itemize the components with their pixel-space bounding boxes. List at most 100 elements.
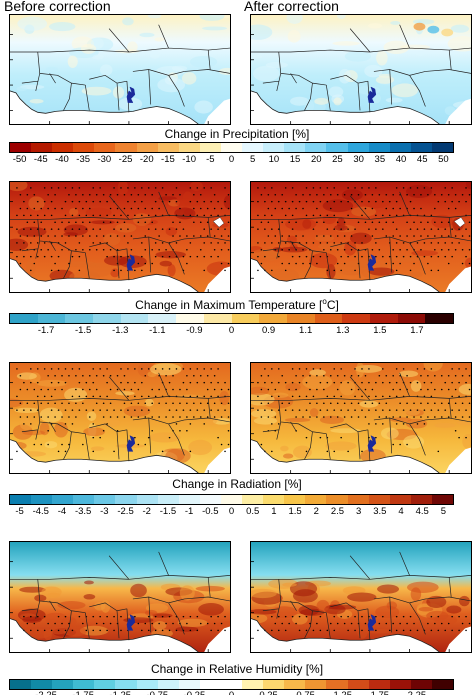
colorbar-swatch bbox=[10, 495, 32, 504]
field-texture bbox=[167, 264, 176, 277]
field-texture bbox=[44, 612, 68, 624]
map-tmax-after bbox=[250, 181, 472, 293]
field-texture bbox=[39, 407, 63, 423]
colorbar-swatch bbox=[431, 680, 453, 689]
field-texture bbox=[292, 613, 308, 625]
field-texture bbox=[92, 54, 104, 60]
colorbar-tick-label: -30 bbox=[97, 154, 112, 165]
colorbar-swatch bbox=[305, 680, 327, 689]
colorbar-tick-label: 0.9 bbox=[261, 325, 276, 336]
field-texture bbox=[341, 189, 363, 201]
field-texture bbox=[112, 86, 125, 99]
colorbar-tick-label: 10 bbox=[268, 154, 280, 165]
field-texture bbox=[272, 392, 289, 398]
colorbar-swatch bbox=[37, 314, 66, 323]
map-graphic bbox=[251, 182, 471, 292]
field-texture bbox=[189, 182, 203, 191]
field-texture bbox=[85, 262, 113, 277]
field-texture bbox=[114, 49, 140, 54]
field-texture bbox=[251, 386, 270, 396]
colorbar-swatch bbox=[31, 143, 53, 152]
colorbar-swatch bbox=[65, 314, 94, 323]
lake-chad bbox=[453, 217, 466, 228]
field-texture bbox=[199, 15, 225, 21]
field-texture bbox=[179, 585, 195, 601]
colorbar-swatch bbox=[368, 680, 390, 689]
lake-volta bbox=[126, 614, 136, 631]
field-texture bbox=[44, 441, 58, 449]
colorbar-tick-label: 1.7 bbox=[410, 325, 424, 336]
colorbar-tick-label: 0.5 bbox=[246, 506, 260, 517]
field-texture bbox=[337, 15, 346, 19]
colorbar-tick-label: -2.5 bbox=[117, 506, 134, 517]
field-texture bbox=[398, 370, 419, 378]
field-texture bbox=[174, 207, 196, 220]
field-texture bbox=[349, 232, 372, 245]
significance-stippling bbox=[16, 187, 230, 272]
ocean bbox=[445, 447, 471, 473]
tmax-title-end: C] bbox=[326, 298, 339, 312]
field-texture bbox=[251, 409, 277, 419]
axis-ticks bbox=[251, 34, 450, 124]
field-texture bbox=[422, 196, 451, 204]
colorbar-tick-label: -3.5 bbox=[74, 506, 92, 517]
colorbar-tick-label: -40 bbox=[55, 154, 69, 165]
field-texture bbox=[175, 199, 201, 207]
field-texture bbox=[415, 50, 426, 56]
field-texture bbox=[287, 29, 301, 43]
field-texture bbox=[17, 226, 47, 237]
field-texture bbox=[283, 453, 294, 459]
field-texture bbox=[139, 32, 155, 38]
field-texture bbox=[101, 418, 121, 428]
field-texture bbox=[195, 585, 225, 592]
colorbar-tick-label: -5 bbox=[15, 506, 24, 517]
field-texture bbox=[362, 193, 391, 209]
field-texture bbox=[22, 616, 42, 624]
field-texture bbox=[309, 408, 319, 417]
colorbar-tick-label: -1.5 bbox=[74, 325, 92, 336]
field-texture bbox=[99, 64, 113, 76]
colorbar-tick-label: -4.5 bbox=[32, 506, 49, 517]
colorbar-swatch bbox=[120, 314, 149, 323]
colorbar-swatch bbox=[326, 495, 348, 504]
colorbar-swatch bbox=[157, 680, 179, 689]
colorbar-swatch bbox=[242, 143, 264, 152]
field-texture bbox=[28, 196, 45, 211]
colorbar-swatch bbox=[284, 495, 306, 504]
colorbar-ticks-precip: -50 -45 -40 -35 -30 -25 -20 -15 -10 -5 0 5 10 15 20 25 3… bbox=[9, 154, 454, 166]
colorbar-ticks-rh: -2.25 -1.75 -1.25 -0.75 -0.25 0 0.25 0.75 1.25 1.… bbox=[9, 690, 454, 695]
lake-volta bbox=[367, 614, 377, 631]
colorbar-tick-label: 35 bbox=[374, 154, 386, 165]
field-texture bbox=[253, 417, 278, 425]
ocean bbox=[445, 98, 471, 124]
colorbar-tick-label: -2.25 bbox=[35, 690, 57, 695]
colorbar-swatch bbox=[73, 680, 95, 689]
field-texture bbox=[64, 387, 88, 402]
field-texture bbox=[367, 23, 383, 29]
panel-title-before: Before correction bbox=[4, 0, 111, 14]
field-texture bbox=[459, 595, 470, 607]
colorbar-tick-label: -1.25 bbox=[109, 690, 131, 695]
field-texture bbox=[115, 223, 137, 233]
coastline bbox=[10, 90, 199, 124]
colorbar-swatch bbox=[94, 680, 116, 689]
field-texture bbox=[43, 628, 53, 641]
field-texture bbox=[153, 620, 167, 630]
field-texture bbox=[386, 601, 398, 610]
colorbar-swatch bbox=[389, 495, 411, 504]
colorbar-swatch bbox=[242, 680, 264, 689]
colorbar-swatch bbox=[136, 143, 158, 152]
map-graphic bbox=[251, 363, 471, 473]
colorbar-swatch bbox=[410, 495, 432, 504]
field-texture bbox=[316, 599, 330, 612]
field-texture bbox=[324, 604, 346, 615]
lake-volta bbox=[126, 435, 136, 452]
colorbar-swatch bbox=[263, 143, 285, 152]
field-texture bbox=[63, 232, 78, 237]
field-texture bbox=[426, 595, 447, 608]
ocean bbox=[10, 258, 199, 292]
field-texture bbox=[376, 50, 388, 66]
colorbar-tick-label: 2.5 bbox=[330, 506, 345, 517]
colorbar-tick-label: 0 bbox=[228, 325, 235, 336]
colorbar-tick-label: 1.75 bbox=[371, 690, 390, 695]
